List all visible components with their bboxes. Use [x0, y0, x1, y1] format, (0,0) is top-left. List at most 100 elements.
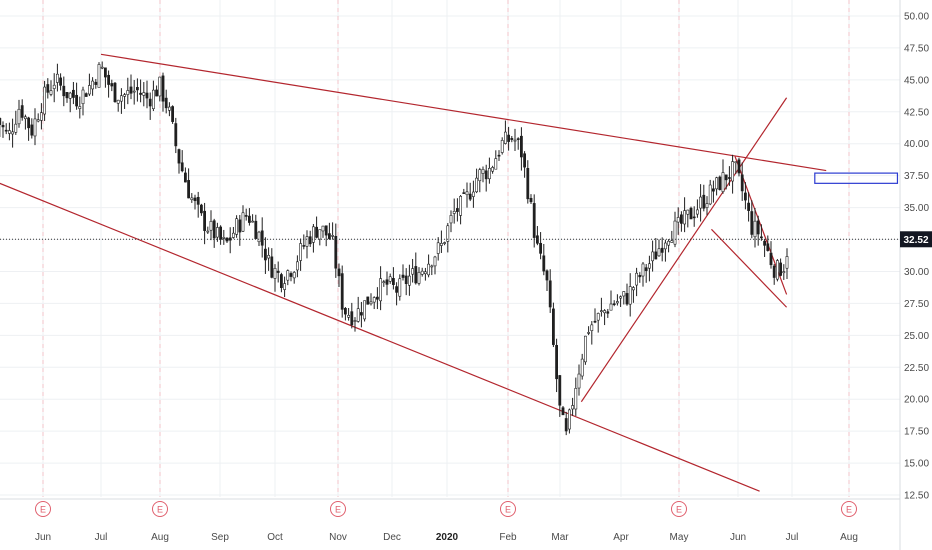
candle-body	[168, 106, 171, 111]
candle-body	[257, 231, 261, 243]
candle-body	[433, 256, 437, 267]
candle-body	[631, 287, 635, 291]
candle-body	[1, 125, 5, 128]
candle-body	[395, 286, 399, 293]
x-tick-label: Mar	[551, 532, 569, 543]
earnings-marker-circle	[671, 501, 687, 517]
candle-body	[123, 94, 127, 97]
candle-body	[260, 230, 264, 246]
candle-body	[14, 123, 18, 133]
candle-body	[439, 243, 443, 246]
candle-body	[414, 266, 418, 284]
candle-body	[327, 233, 331, 239]
earnings-marker-circle	[841, 501, 857, 517]
x-tick-label: Nov	[329, 532, 347, 543]
candle-body	[593, 320, 597, 323]
earnings-marker-label: E	[157, 505, 163, 515]
candle-body	[129, 86, 133, 94]
candle-body	[660, 247, 664, 253]
candle-body	[737, 159, 741, 174]
candle-body	[743, 192, 747, 201]
candle-body	[353, 320, 357, 322]
candle-body	[212, 220, 216, 239]
candle-body	[609, 303, 613, 311]
candle-body	[702, 194, 706, 209]
candle-body	[782, 271, 786, 274]
candle-body	[657, 248, 661, 257]
candle-body	[155, 89, 159, 97]
candle-body	[59, 77, 63, 86]
candle-body	[241, 212, 245, 232]
candle-body	[567, 409, 571, 430]
candle-body	[731, 161, 735, 182]
candle-body	[427, 263, 431, 276]
candle-body	[446, 225, 450, 242]
candle-body	[494, 158, 498, 170]
candle-body	[574, 388, 578, 410]
candle-body	[497, 154, 501, 157]
candle-body	[484, 170, 488, 180]
candle-body	[695, 209, 699, 215]
x-tick-label: Jun	[730, 532, 746, 543]
trendline-wedge-top	[100, 53, 827, 172]
candle-body	[334, 235, 338, 269]
x-axis[interactable]: Jun Jul Aug Sep Oct Nov Dec 2020 Feb Mar Apr May Jun…	[0, 498, 900, 543]
candle-body	[68, 92, 72, 99]
last-price-label: 32.52	[903, 235, 928, 246]
candle-body	[679, 214, 683, 224]
earnings-marker-label: E	[846, 505, 852, 515]
candle-body	[196, 196, 200, 205]
candle-body	[532, 203, 536, 238]
candle-body	[289, 273, 293, 277]
candle-body	[651, 251, 655, 262]
candle-body	[513, 139, 517, 142]
earnings-marker-circle	[330, 501, 346, 517]
candle-body	[206, 230, 210, 233]
candle-body	[273, 268, 277, 279]
candle-body	[516, 138, 520, 140]
candle-body	[670, 240, 674, 243]
candle-body	[324, 225, 328, 236]
candle-body	[542, 255, 546, 272]
y-axis[interactable]: 12.50 15.00 17.50 20.00 22.50 25.00 27.50 30.00…	[899, 0, 929, 550]
candle-body	[772, 265, 776, 278]
candle-body	[590, 324, 594, 331]
candle-body	[411, 268, 415, 275]
candle-body	[676, 217, 680, 223]
candle-body	[78, 106, 82, 109]
candle-body	[779, 262, 783, 276]
candle-body	[539, 242, 543, 254]
candle-body	[200, 204, 203, 214]
candle-body	[107, 74, 111, 85]
candle-body	[8, 130, 11, 134]
candle-body	[65, 92, 69, 99]
candle-body	[667, 240, 671, 246]
trendlines	[0, 53, 899, 492]
candle-body	[81, 89, 85, 105]
earnings-marker-label: E	[335, 505, 341, 515]
candle-body	[350, 311, 354, 326]
candle-body	[97, 64, 101, 88]
y-tick-label: 12.50	[904, 491, 929, 502]
candle-body	[404, 275, 408, 284]
candle-body	[46, 84, 50, 93]
y-tick-label: 50.00	[904, 12, 929, 23]
candle-body	[417, 272, 421, 284]
trendline-falling-wedge-lower	[711, 228, 788, 308]
candle-body	[753, 220, 757, 238]
candle-body	[193, 197, 197, 202]
candle-body	[724, 174, 728, 181]
candle-body	[785, 256, 789, 269]
candle-body	[619, 296, 623, 299]
candle-body	[683, 210, 687, 225]
candle-body	[443, 242, 447, 244]
candle-body	[30, 124, 34, 136]
candle-body	[126, 90, 130, 95]
candle-body	[462, 192, 466, 194]
candle-body	[526, 168, 530, 200]
candle-body	[113, 82, 117, 103]
candle-body	[519, 135, 523, 158]
candle-body	[468, 193, 472, 200]
